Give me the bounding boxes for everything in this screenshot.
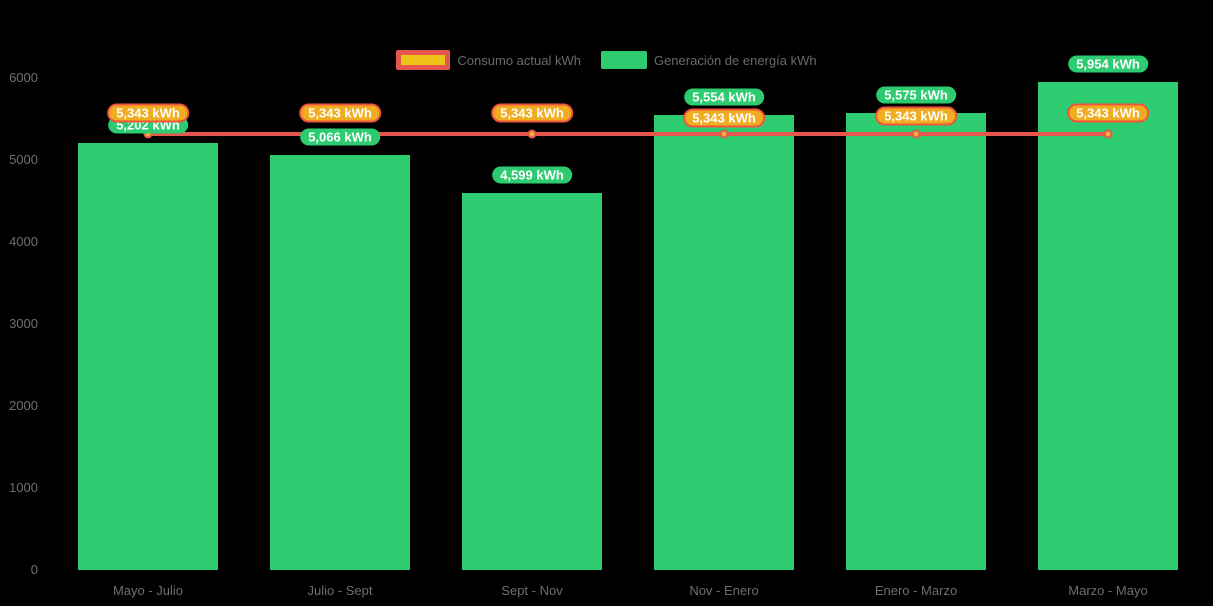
chart-legend: Consumo actual kWh Generación de energía…: [0, 50, 1213, 70]
consumption-value-badge: 5,343 kWh: [107, 103, 189, 123]
generation-value-badge: 5,954 kWh: [1068, 55, 1148, 73]
generation-value-badge: 5,066 kWh: [300, 128, 380, 146]
x-axis-label: Sept - Nov: [501, 583, 563, 598]
y-axis-label: 5000: [9, 152, 38, 167]
generation-value-badge: 5,575 kWh: [876, 86, 956, 104]
generation-value-badge: 5,554 kWh: [684, 88, 764, 106]
generation-bar[interactable]: [270, 154, 410, 570]
x-axis-label: Julio - Sept: [307, 583, 373, 598]
y-axis-label: 0: [30, 562, 38, 577]
y-axis-label: 1000: [9, 480, 38, 495]
generation-bar[interactable]: [846, 112, 986, 570]
x-axis-label: Marzo - Mayo: [1068, 583, 1148, 598]
consumption-value-badge: 5,343 kWh: [491, 103, 573, 123]
generation-bar[interactable]: [654, 114, 794, 570]
consumption-value-badge: 5,343 kWh: [1067, 103, 1149, 123]
legend-item-consumption[interactable]: Consumo actual kWh: [396, 50, 581, 70]
consumption-line-marker[interactable]: [911, 129, 921, 139]
y-axis-label: 3000: [9, 316, 38, 331]
consumption-line-marker[interactable]: [1103, 129, 1113, 139]
legend-label-generation: Generación de energía kWh: [653, 52, 817, 68]
legend-item-generation[interactable]: Generación de energía kWh: [600, 51, 817, 69]
consumption-line: [148, 131, 1108, 136]
legend-label-consumption: Consumo actual kWh: [457, 52, 581, 68]
consumption-line-marker[interactable]: [527, 129, 537, 139]
generation-bar[interactable]: [1038, 81, 1178, 570]
consumption-line-marker[interactable]: [719, 129, 729, 139]
y-axis-label: 6000: [9, 70, 38, 85]
x-axis-label: Nov - Enero: [689, 583, 759, 598]
consumption-value-badge: 5,343 kWh: [875, 106, 957, 126]
generation-color-swatch-icon: [600, 51, 647, 69]
y-axis-label: 2000: [9, 398, 38, 413]
consumption-value-badge: 5,343 kWh: [299, 103, 381, 123]
consumption-value-badge: 5,343 kWh: [683, 108, 765, 128]
x-axis-label: Enero - Marzo: [874, 583, 958, 598]
consumption-color-swatch-icon: [396, 50, 451, 70]
generation-bar[interactable]: [462, 192, 602, 570]
generation-bar[interactable]: [78, 143, 218, 570]
x-axis-label: Mayo - Julio: [112, 583, 184, 598]
y-axis-label: 4000: [9, 234, 38, 249]
generation-value-badge: 4,599 kWh: [492, 166, 572, 184]
